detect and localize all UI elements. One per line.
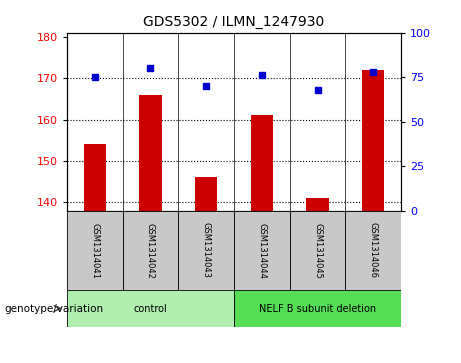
Point [91,74,98,80]
Point [202,83,210,89]
Bar [234,290,401,327]
Bar [234,211,290,290]
Bar [362,70,384,211]
Text: GSM1314043: GSM1314043 [201,223,211,278]
Bar [139,95,161,211]
Bar [195,178,217,211]
Text: GSM1314041: GSM1314041 [90,223,99,278]
Text: GSM1314046: GSM1314046 [369,223,378,278]
Point [370,69,377,75]
Text: GSM1314042: GSM1314042 [146,223,155,278]
Bar [251,115,273,211]
Text: genotype/variation: genotype/variation [5,303,104,314]
Bar [83,144,106,211]
Text: GSM1314044: GSM1314044 [257,223,266,278]
Bar [123,211,178,290]
Bar [307,198,329,211]
Bar [290,211,345,290]
Text: NELF B subunit deletion: NELF B subunit deletion [259,303,376,314]
Bar [67,211,123,290]
Bar [178,211,234,290]
Title: GDS5302 / ILMN_1247930: GDS5302 / ILMN_1247930 [143,15,325,29]
Bar [67,290,234,327]
Text: control: control [134,303,167,314]
Point [258,73,266,78]
Bar [345,211,401,290]
Point [314,87,321,93]
Text: GSM1314045: GSM1314045 [313,223,322,278]
Point [147,65,154,71]
